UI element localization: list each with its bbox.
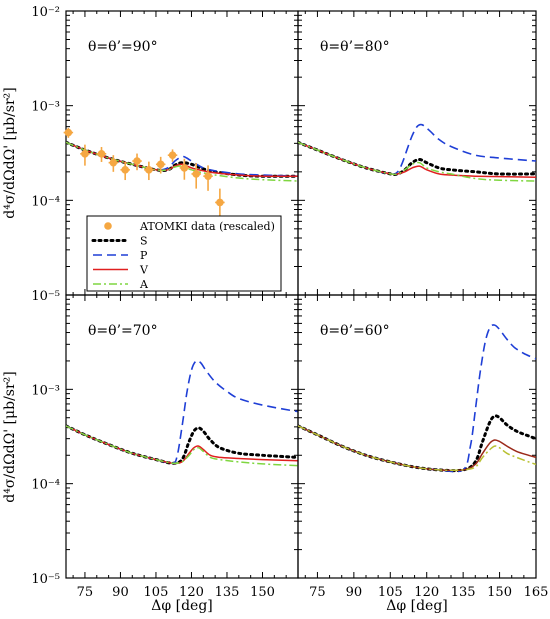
series-P-line xyxy=(298,324,536,473)
atomki-data-points xyxy=(63,127,225,224)
x-tick-label: 90 xyxy=(346,585,363,600)
curves-p80 xyxy=(298,123,536,182)
panel-frame xyxy=(297,294,537,579)
y-tick-label: 10⁻⁴ xyxy=(31,478,60,493)
y-tick-label: 10⁻⁵ xyxy=(31,289,60,304)
x-tick-label: 150 xyxy=(250,585,275,600)
x-axis-title-right: Δφ [deg] xyxy=(386,598,448,614)
curves-p70 xyxy=(66,359,298,467)
panel-p90: θ=θ’=90° xyxy=(63,10,299,296)
series-V-line xyxy=(66,141,298,178)
axes-text-group: 75 90 105 120 135 150 75 90 105 120 135 150 165 10⁻² 1… xyxy=(2,5,548,614)
data-point xyxy=(180,164,189,172)
y-axis-title-bottom: d⁴σ/dΩdΩ' [μb/sr²] xyxy=(2,371,18,502)
series-P-line xyxy=(66,359,298,465)
x-tick-label: 120 xyxy=(179,585,204,600)
panel-label-p80: θ=θ’=80° xyxy=(320,39,390,55)
data-point xyxy=(216,198,224,207)
x-tick-label: 135 xyxy=(215,585,240,600)
y-tick-label: 10⁻⁴ xyxy=(31,194,60,209)
data-point xyxy=(133,157,141,165)
data-point xyxy=(64,128,73,137)
x-tick-label: 75 xyxy=(77,585,94,600)
panel-p80: θ=θ’=80° xyxy=(297,10,537,296)
legend-marker-data xyxy=(104,222,112,230)
x-tick-label: 165 xyxy=(524,585,549,600)
legend-box xyxy=(86,215,282,292)
panel-p60: θ=θ’=60° xyxy=(297,294,537,579)
y-axis-title-top: d⁴σ/dΩdΩ' [μb/sr²] xyxy=(2,87,18,218)
x-tick-label: 135 xyxy=(451,585,476,600)
data-point xyxy=(168,151,177,159)
x-axis-title-left: Δφ [deg] xyxy=(151,598,213,614)
curves-p90 xyxy=(66,140,298,182)
x-tick-label: 150 xyxy=(487,585,512,600)
legend-label: A xyxy=(139,278,149,291)
data-point xyxy=(145,166,153,174)
legend-label: P xyxy=(140,249,148,262)
legend-label: V xyxy=(139,264,149,277)
series-P-line xyxy=(298,123,536,175)
y-tick-label: 10⁻³ xyxy=(31,383,60,398)
x-tick-label: 75 xyxy=(309,585,326,600)
curves-p60 xyxy=(298,324,536,473)
panel-label-p90: θ=θ’=90° xyxy=(88,39,158,55)
panel-label-p70: θ=θ’=70° xyxy=(88,323,158,339)
panel-label-p60: θ=θ’=60° xyxy=(320,323,390,339)
x-tick-label: 105 xyxy=(378,585,403,600)
legend-label: S xyxy=(140,235,148,248)
data-point xyxy=(109,158,118,167)
series-A-line xyxy=(298,141,536,182)
x-tick-label: 90 xyxy=(112,585,129,600)
panels-group: θ=θ’=90° θ=θ’=80° θ=θ’=70° θ=θ’=60° xyxy=(63,10,537,579)
x-tick-label: 120 xyxy=(414,585,439,600)
data-point xyxy=(192,170,201,178)
data-point xyxy=(81,150,89,158)
y-tick-label: 10⁻⁵ xyxy=(31,572,60,587)
x-tick-label: 105 xyxy=(144,585,169,600)
y-tick-label: 10⁻³ xyxy=(31,100,60,115)
series-A-line xyxy=(66,425,298,467)
data-point xyxy=(97,150,106,158)
legend-label: ATOMKI data (rescaled) xyxy=(139,220,275,233)
panel-p70: θ=θ’=70° xyxy=(65,294,299,579)
data-point xyxy=(156,160,165,169)
data-point xyxy=(121,166,129,174)
y-tick-label: 10⁻² xyxy=(31,5,60,20)
data-point xyxy=(204,172,212,180)
series-A-line xyxy=(66,141,298,182)
series-A-line xyxy=(298,425,536,472)
series-S-line xyxy=(298,140,536,177)
